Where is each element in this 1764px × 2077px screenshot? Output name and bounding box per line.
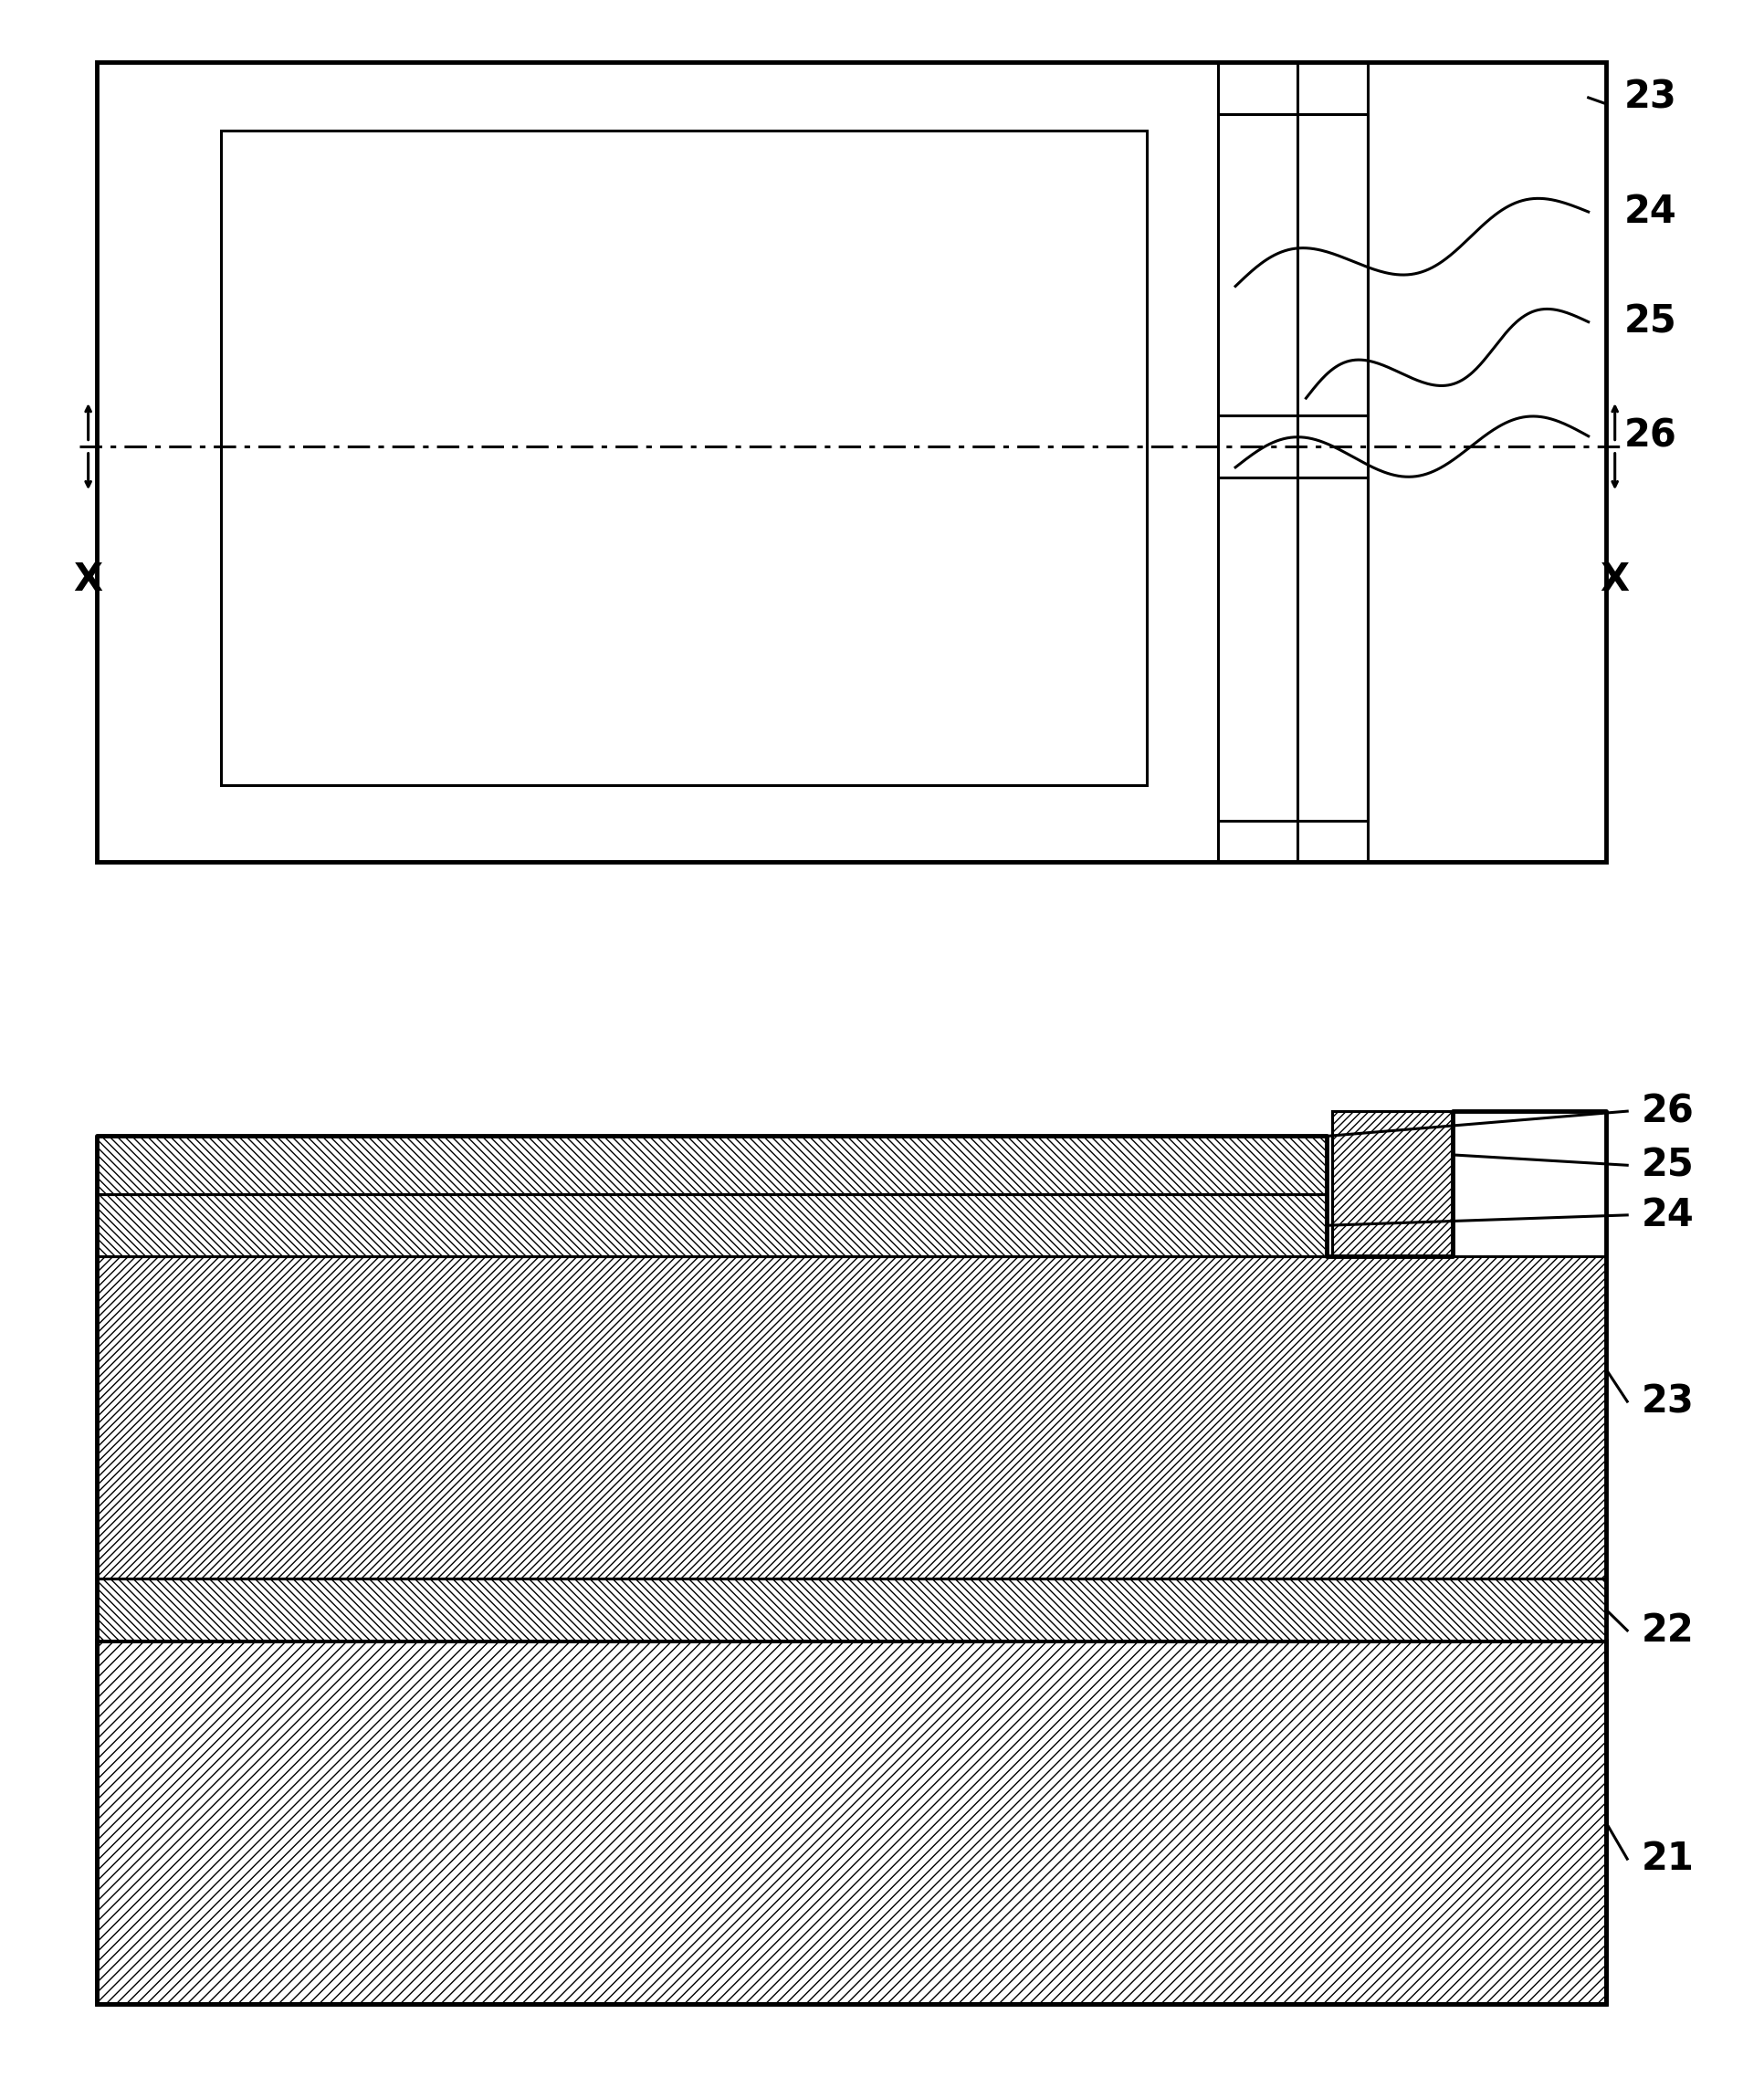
Bar [97,1257,1605,1579]
Text: 22: 22 [1641,1612,1693,1649]
Text: 25: 25 [1623,303,1676,341]
Text: X: X [1600,561,1628,598]
Bar [97,1641,1605,2004]
Text: 23: 23 [1641,1383,1693,1421]
Bar [220,131,1147,785]
Text: 26: 26 [1641,1093,1693,1130]
Bar [97,62,1605,862]
Bar [1217,114,1367,415]
Text: 25: 25 [1641,1147,1693,1184]
Text: 24: 24 [1623,193,1676,231]
Bar [1217,478,1367,820]
Bar [97,1136,1327,1194]
Text: 21: 21 [1641,1840,1693,1878]
Text: 26: 26 [1623,417,1676,455]
Text: 23: 23 [1623,79,1676,116]
Text: X: X [74,561,102,598]
Bar [1332,1111,1452,1257]
Text: 24: 24 [1641,1196,1693,1234]
Bar [97,1579,1605,1641]
Bar [97,1194,1327,1257]
